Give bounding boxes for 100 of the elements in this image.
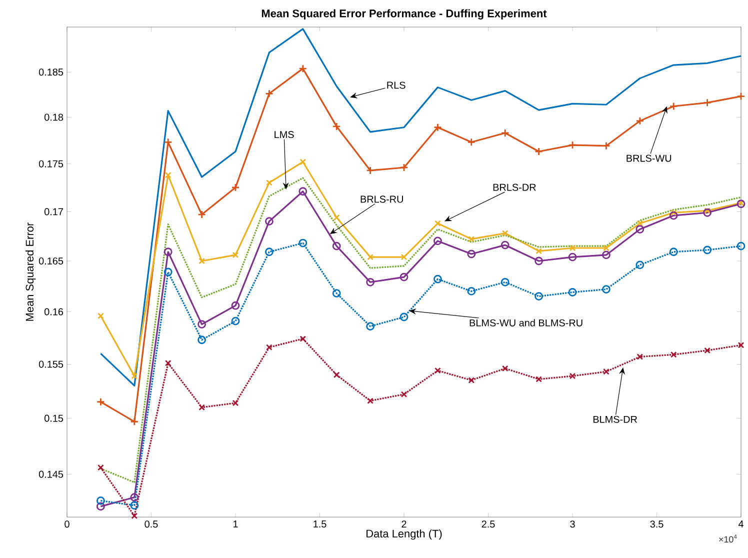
point xyxy=(198,258,205,264)
point xyxy=(333,372,340,378)
x-tick-label: 0.5 xyxy=(144,520,158,528)
point xyxy=(198,336,206,344)
y-tick-label: 0.16 xyxy=(44,308,64,316)
chart-title: Mean Squared Error Performance - Duffing Experiment xyxy=(262,9,547,20)
point xyxy=(636,220,644,227)
point xyxy=(670,209,677,216)
point xyxy=(332,122,341,131)
point xyxy=(670,351,677,358)
x-tick-label: 1 xyxy=(233,520,238,528)
point xyxy=(332,289,341,298)
point xyxy=(131,372,138,380)
point xyxy=(400,163,408,172)
point xyxy=(434,236,442,246)
point xyxy=(669,248,678,256)
point xyxy=(569,372,576,380)
point xyxy=(703,208,712,217)
point xyxy=(602,285,610,294)
point xyxy=(231,316,240,326)
point xyxy=(569,244,576,252)
x-tick-label: 0 xyxy=(64,520,70,528)
point xyxy=(266,344,272,350)
point xyxy=(468,377,475,384)
annotation: BLMS-WU and BLMS-RU xyxy=(470,319,582,326)
annotation: BRLS-RU xyxy=(360,196,403,203)
x-tick-label: 2.5 xyxy=(482,520,495,528)
point xyxy=(232,252,239,258)
point xyxy=(568,288,577,296)
point xyxy=(96,496,105,505)
point xyxy=(96,398,105,406)
point xyxy=(636,260,644,270)
point xyxy=(300,158,306,166)
y-tick-label: 0.145 xyxy=(38,470,64,478)
x-tick-label: 1.5 xyxy=(314,520,326,528)
line-series xyxy=(100,28,742,386)
point xyxy=(266,180,272,186)
point xyxy=(736,242,746,250)
point xyxy=(131,512,138,520)
point xyxy=(98,312,104,320)
point xyxy=(232,400,239,406)
point xyxy=(367,398,374,404)
point xyxy=(669,211,678,220)
point xyxy=(98,464,104,471)
point xyxy=(265,217,274,226)
point xyxy=(704,347,710,354)
annotation: RLS xyxy=(387,82,406,89)
y-tick-label: 0.175 xyxy=(38,160,64,168)
y-tick-label: 0.17 xyxy=(44,208,63,216)
y-tick-label: 0.155 xyxy=(38,360,64,368)
point xyxy=(434,123,442,132)
point xyxy=(298,187,308,196)
point xyxy=(298,238,308,248)
point xyxy=(502,365,508,372)
point xyxy=(130,417,139,426)
point xyxy=(231,183,240,192)
point xyxy=(568,140,577,150)
point xyxy=(400,254,408,260)
point xyxy=(603,244,610,252)
annotation: BLMS-DR xyxy=(593,416,638,423)
point xyxy=(467,250,476,258)
point xyxy=(265,248,274,256)
point xyxy=(500,278,510,286)
point xyxy=(367,254,374,260)
y-tick-label: 0.185 xyxy=(38,68,64,76)
x-tick-label: 3 xyxy=(570,520,575,528)
point xyxy=(703,98,712,107)
point xyxy=(468,236,475,242)
point xyxy=(636,225,644,234)
point xyxy=(738,342,744,348)
point xyxy=(130,501,139,510)
point xyxy=(534,256,544,266)
point xyxy=(300,336,306,342)
point xyxy=(231,301,240,310)
point xyxy=(198,320,206,328)
point xyxy=(198,210,206,219)
point xyxy=(636,354,644,360)
x-tick-label: 2 xyxy=(402,520,406,528)
text: ×10$^{4}$ xyxy=(719,534,737,543)
point xyxy=(434,274,442,284)
point xyxy=(333,214,340,221)
point xyxy=(502,230,508,236)
point xyxy=(636,116,644,126)
point xyxy=(568,252,577,262)
point xyxy=(265,89,274,98)
point xyxy=(164,360,172,366)
point xyxy=(366,166,375,175)
point xyxy=(96,502,105,511)
point xyxy=(366,322,375,330)
y-tick-label: 0.18 xyxy=(44,114,64,121)
point xyxy=(164,248,172,256)
x-axis-title: Data Length (T) xyxy=(366,529,442,540)
annotation: BRLS-WU xyxy=(626,154,672,162)
point xyxy=(534,147,544,156)
point xyxy=(434,220,441,227)
point xyxy=(164,172,172,178)
point xyxy=(434,367,441,374)
x-tick-label: 4 xyxy=(738,520,744,528)
y-tick-label: 0.15 xyxy=(44,414,64,422)
y-axis-title: Mean Squared Error xyxy=(25,222,36,321)
